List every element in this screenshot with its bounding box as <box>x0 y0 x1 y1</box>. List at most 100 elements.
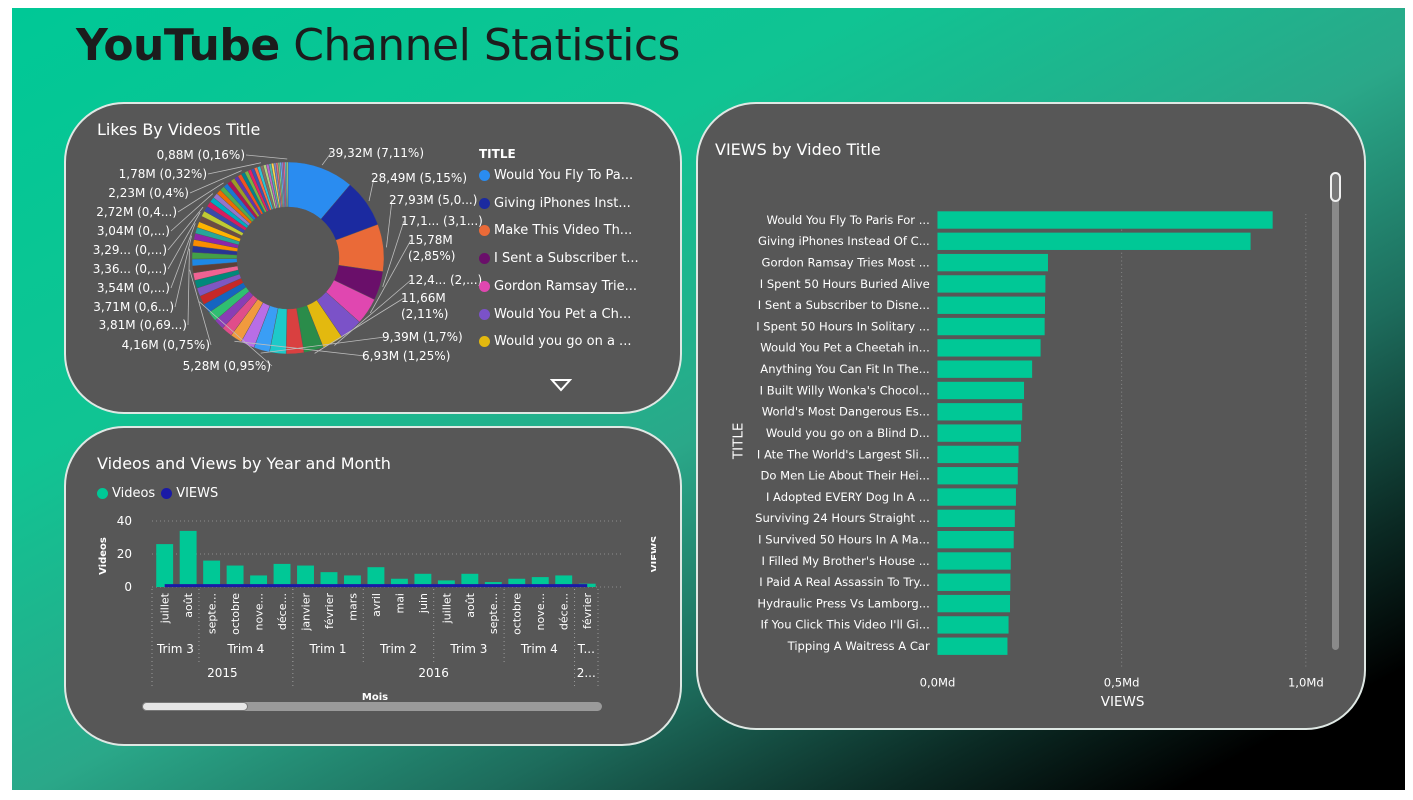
views-bar[interactable] <box>937 381 1025 400</box>
pie-data-label: 3,81M (0,69...) <box>99 318 187 332</box>
y-tick-label: 40 <box>117 514 132 528</box>
legend-label: Would You Pet a Ch... <box>494 306 632 322</box>
triangle-down-icon[interactable] <box>550 378 572 392</box>
videos-bar[interactable] <box>367 567 385 587</box>
legend-label: Giving iPhones Inst... <box>494 195 631 211</box>
videos-bar[interactable] <box>203 560 221 587</box>
likes-card-title: Likes By Videos Title <box>97 120 261 139</box>
x-tick-label: février <box>323 593 336 629</box>
likes-legend-item[interactable]: I Sent a Subscriber t... <box>479 251 639 266</box>
likes-legend-item[interactable]: Gordon Ramsay Trie... <box>479 279 637 294</box>
videos-bar[interactable] <box>414 573 432 587</box>
views-bar[interactable] <box>937 467 1018 485</box>
pie-leader-line <box>189 269 212 346</box>
views-bar[interactable] <box>937 253 1048 272</box>
videos-bar[interactable] <box>437 580 455 587</box>
views-scrollbar[interactable] <box>1330 172 1341 650</box>
videos-bar[interactable] <box>344 575 361 587</box>
likes-legend-item[interactable]: Giving iPhones Inst... <box>479 196 631 211</box>
likes-legend-title: TITLE <box>479 147 516 161</box>
views-bar[interactable] <box>937 232 1251 250</box>
videos-bar[interactable] <box>156 544 174 587</box>
pie-leader-line <box>234 340 366 357</box>
pie-data-label: 3,71M (0,6...) <box>93 300 174 314</box>
quarter-label: Trim 2 <box>379 642 417 656</box>
likes-legend-item[interactable]: Would You Pet a Ch... <box>479 307 631 322</box>
views-bar[interactable] <box>937 360 1033 378</box>
y-axis-label: TITLE <box>731 423 747 461</box>
pie-leader-line <box>187 248 190 326</box>
likes-legend-item[interactable]: Would You Fly To Pa... <box>479 168 633 183</box>
videos-bar[interactable] <box>320 572 338 587</box>
videos-bar[interactable] <box>555 575 573 587</box>
pie-data-label: 2,23M (0,4%) <box>108 186 189 200</box>
likes-card[interactable]: Likes By Videos Title 39,32M (7,11%) 28,4… <box>64 102 682 414</box>
views-bar[interactable] <box>937 424 1022 442</box>
legend-label: Would You Fly To Pa... <box>494 168 634 183</box>
videos-bar[interactable] <box>508 578 526 587</box>
views-bar[interactable] <box>937 317 1045 336</box>
pie-data-label: 3,04M (0,...) <box>97 224 170 238</box>
views-card[interactable]: VIEWS by Video Title 0,0Md 0,5Md 1,0Md Woul… <box>696 102 1366 730</box>
legend-dot <box>479 280 490 292</box>
views-bar[interactable] <box>937 594 1011 613</box>
x-tick-label: avril <box>370 593 383 617</box>
views-bar[interactable] <box>937 211 1273 229</box>
legend-dot <box>479 336 490 348</box>
views-bar[interactable] <box>937 296 1046 314</box>
views-bar-chart[interactable]: 0,0Md 0,5Md 1,0Md Would You Fly To Paris Fo… <box>706 166 1356 706</box>
scrollbar-track[interactable] <box>142 702 602 711</box>
videos-bar[interactable] <box>578 583 596 587</box>
y-tick-label: I Sent a Subscriber to Disne... <box>758 298 930 312</box>
videos-views-chart[interactable]: 0 20 40 Videos VIEWS juillet août septe... octob… <box>76 496 656 736</box>
videos-bar[interactable] <box>531 577 549 587</box>
videos-bar[interactable] <box>461 573 479 587</box>
views-bar[interactable] <box>937 275 1046 293</box>
views-bar[interactable] <box>937 637 1008 655</box>
pie-data-label: 1,78M (0,32%) <box>119 167 207 181</box>
x-tick-label: 0,5Md <box>1104 676 1140 690</box>
y-tick-label: Do Men Lie About Their Hei... <box>761 469 930 483</box>
videos-bar[interactable] <box>297 565 314 587</box>
y-tick-label: World's Most Dangerous Es... <box>762 405 930 419</box>
pie-leader-line <box>177 182 224 213</box>
legend-videos: Videos <box>97 486 155 501</box>
x-axis-label: Mois <box>362 692 388 703</box>
likes-legend-item[interactable]: Make This Video Th... <box>479 223 632 238</box>
pie-slice[interactable] <box>286 161 289 208</box>
views-bar[interactable] <box>937 339 1041 357</box>
videos-bar[interactable] <box>226 565 244 587</box>
x-tick-label: août <box>464 592 477 617</box>
quarter-label: Trim 3 <box>156 642 194 656</box>
views-bar[interactable] <box>937 488 1016 506</box>
views-scrollbar-thumb[interactable] <box>1330 172 1341 202</box>
pie-data-label: 2,72M (0,4...) <box>96 205 177 219</box>
x-tick-label: nove... <box>534 593 547 630</box>
dashboard-canvas: YouTube Channel Statistics Likes By Vide… <box>12 8 1405 790</box>
videos-bar[interactable] <box>390 578 408 587</box>
videos-bar[interactable] <box>179 530 197 587</box>
videos-views-card[interactable]: Videos and Views by Year and Month Video… <box>64 426 682 746</box>
videos-bar[interactable] <box>250 575 268 587</box>
views-bar[interactable] <box>937 445 1019 464</box>
legend-videos-label: Videos <box>112 486 156 501</box>
scrollbar-thumb[interactable] <box>142 702 248 711</box>
pie-leader-line <box>368 177 375 202</box>
y-tick-label: Tipping A Waitress A Car <box>787 639 930 653</box>
pie-leader-line <box>369 239 412 314</box>
likes-legend-item[interactable]: Would you go on a ... <box>479 334 631 349</box>
y-tick-label: 20 <box>117 547 132 561</box>
views-bar[interactable] <box>937 573 1011 591</box>
views-bar[interactable] <box>937 530 1014 549</box>
legend-views-dot <box>161 488 173 499</box>
videos-bar[interactable] <box>273 563 291 587</box>
views-bar[interactable] <box>937 552 1011 570</box>
x-tick-label: 1,0Md <box>1288 676 1324 690</box>
views-bar[interactable] <box>937 509 1015 528</box>
pie-data-label: 11,66M <box>401 291 446 305</box>
views-bar[interactable] <box>937 616 1009 634</box>
views-card-title: VIEWS by Video Title <box>715 140 881 159</box>
views-bar[interactable] <box>937 403 1023 421</box>
likes-donut-chart[interactable]: 39,32M (7,11%) 28,49M (5,15%) 27,93M (5,0.… <box>76 124 496 414</box>
x-tick-label: mars <box>346 593 359 621</box>
